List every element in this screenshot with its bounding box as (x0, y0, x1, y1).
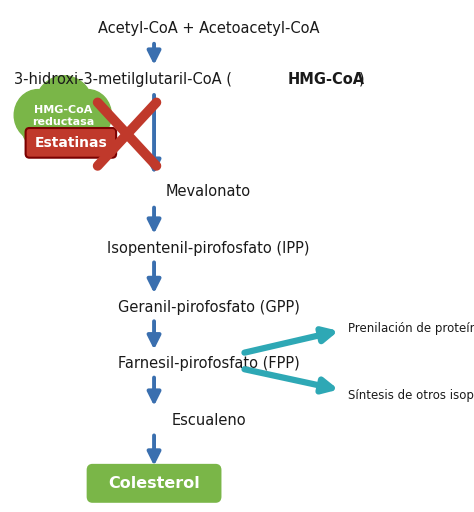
Circle shape (14, 90, 62, 141)
Text: Geranil-pirofosfato (GPP): Geranil-pirofosfato (GPP) (118, 300, 300, 315)
Text: Estatinas: Estatinas (35, 136, 107, 150)
Text: ): ) (359, 72, 365, 87)
Text: Escualeno: Escualeno (171, 413, 246, 429)
Text: Acetyl-CoA + Acetoacetyl-CoA: Acetyl-CoA + Acetoacetyl-CoA (98, 20, 319, 36)
Text: Colesterol: Colesterol (108, 476, 200, 491)
Circle shape (36, 101, 88, 157)
Text: Prenilación de proteínas: Prenilación de proteínas (348, 322, 474, 335)
Circle shape (21, 100, 69, 151)
Circle shape (64, 90, 111, 141)
Text: HMG-CoA
reductasa: HMG-CoA reductasa (32, 105, 94, 127)
Text: HMG-CoA: HMG-CoA (288, 72, 365, 87)
Text: 3-hidroxi-3-metilglutaril-CoA (: 3-hidroxi-3-metilglutaril-CoA ( (14, 72, 232, 87)
Text: Farnesil-pirofosfato (FPP): Farnesil-pirofosfato (FPP) (118, 356, 300, 371)
Text: Mevalonato: Mevalonato (166, 184, 251, 200)
FancyBboxPatch shape (26, 128, 116, 158)
FancyBboxPatch shape (88, 465, 220, 502)
Circle shape (35, 76, 93, 139)
Circle shape (52, 97, 104, 154)
Text: Síntesis de otros isoprenoides: Síntesis de otros isoprenoides (348, 389, 474, 402)
Text: Isopentenil-pirofosfato (IPP): Isopentenil-pirofosfato (IPP) (107, 241, 310, 256)
